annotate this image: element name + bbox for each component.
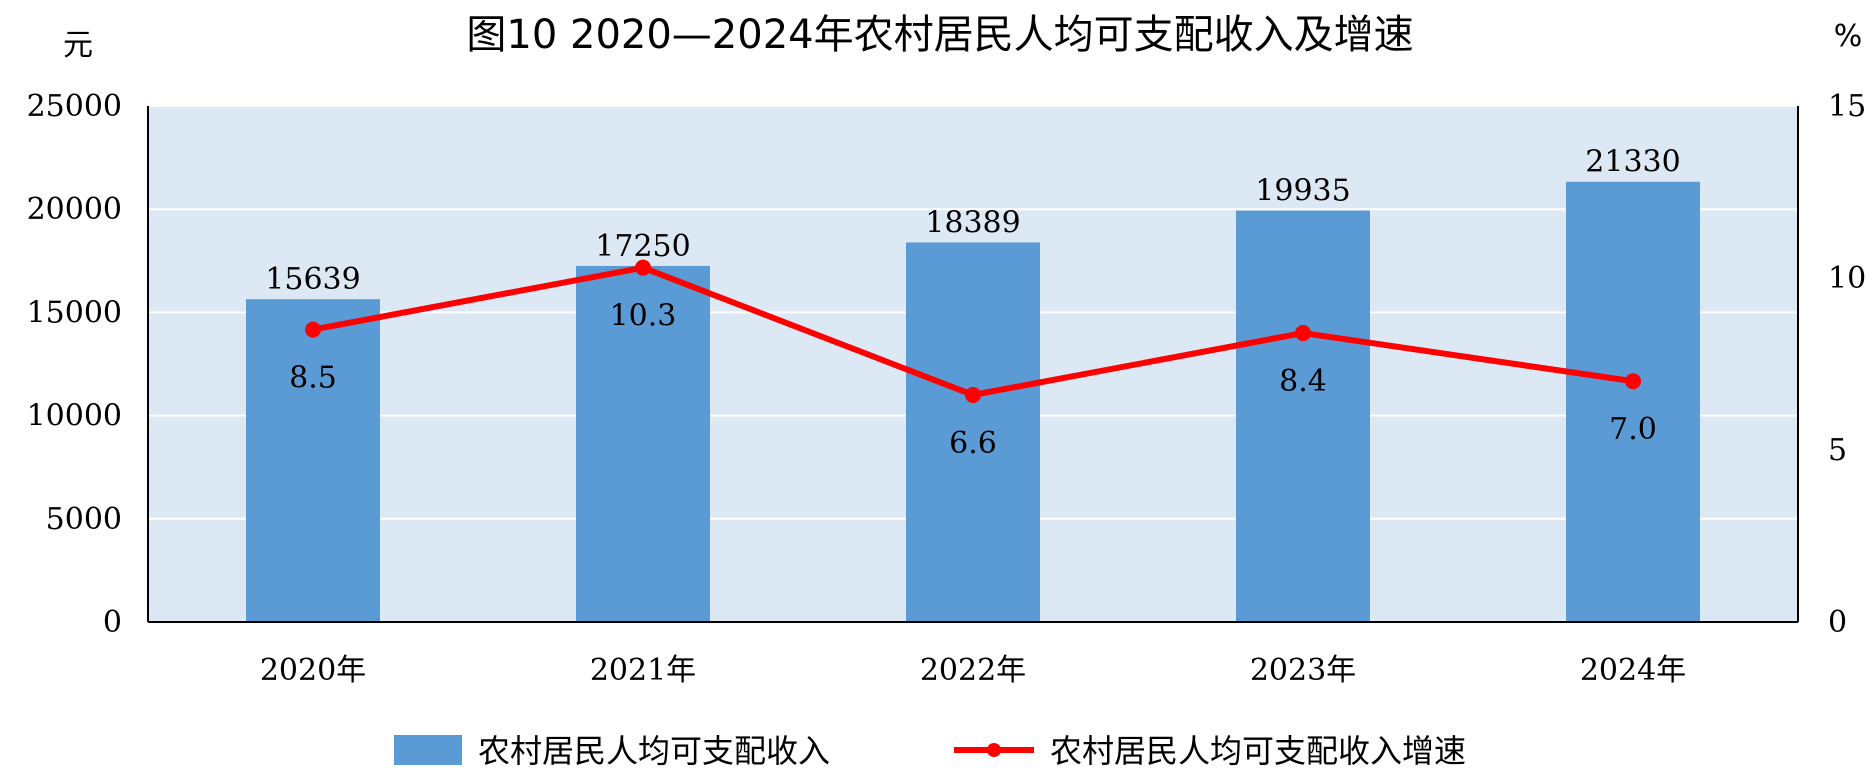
axes <box>147 106 1799 623</box>
left-tick-label: 15000 <box>27 295 122 330</box>
x-tick-label: 2020年 <box>260 653 366 688</box>
left-tick-label: 20000 <box>27 192 122 227</box>
line-point-0 <box>305 321 321 338</box>
left-tick-label: 5000 <box>46 502 122 537</box>
right-tick-label: 0 <box>1828 605 1847 640</box>
left-tick-label: 25000 <box>27 89 122 124</box>
line-value-label: 7.0 <box>1609 412 1657 447</box>
line-value-label: 6.6 <box>949 426 997 461</box>
bar-4 <box>1566 181 1700 623</box>
line-value-label: 8.5 <box>289 361 337 396</box>
legend: 农村居民人均可支配收入 农村居民人均可支配收入增速 <box>394 732 1466 770</box>
right-tick-label: 10 <box>1828 261 1866 296</box>
left-axis-unit: 元 <box>63 28 93 63</box>
x-tick-label: 2022年 <box>920 653 1026 688</box>
line-value-label: 8.4 <box>1279 364 1327 399</box>
left-tick-label: 0 <box>103 605 122 640</box>
line-point-4 <box>1625 373 1641 390</box>
legend-bar-label: 农村居民人均可支配收入 <box>478 732 830 770</box>
bar-value-label: 19935 <box>1255 174 1350 209</box>
x-tick-labels: 2020年 2021年 2022年 2023年 2024年 <box>260 653 1686 688</box>
bar-data-labels: 15639 17250 18389 19935 21330 <box>265 145 1680 297</box>
bar-value-label: 17250 <box>595 229 690 264</box>
bar-1 <box>576 265 710 622</box>
line-point-2 <box>965 386 981 403</box>
bar-0 <box>246 299 380 622</box>
legend-line-marker <box>987 743 1001 757</box>
right-tick-label: 15 <box>1828 89 1866 124</box>
legend-line-label: 农村居民人均可支配收入增速 <box>1050 732 1466 770</box>
right-axis-unit: % <box>1834 19 1863 54</box>
legend-bar-swatch <box>394 735 462 765</box>
line-value-label: 10.3 <box>610 299 677 334</box>
left-tick-labels: 0 5000 10000 15000 20000 25000 <box>27 89 122 640</box>
x-tick-label: 2024年 <box>1580 653 1686 688</box>
chart-title: 图10 2020—2024年农村居民人均可支配收入及增速 <box>466 12 1413 58</box>
right-tick-labels: 0 5 10 15 <box>1828 89 1866 640</box>
bar-value-label: 15639 <box>265 262 360 297</box>
bar-3 <box>1236 210 1370 622</box>
bar-series <box>246 181 1700 623</box>
x-tick-label: 2023年 <box>1250 653 1356 688</box>
bar-2 <box>906 242 1040 622</box>
line-data-labels: 8.5 10.3 6.6 8.4 7.0 <box>289 299 1657 461</box>
line-point-1 <box>635 259 651 276</box>
left-tick-label: 10000 <box>27 399 122 434</box>
line-point-3 <box>1295 325 1311 342</box>
x-tick-label: 2021年 <box>590 653 696 688</box>
right-tick-label: 5 <box>1828 433 1847 468</box>
bar-value-label: 21330 <box>1585 145 1680 180</box>
bar-value-label: 18389 <box>925 205 1020 240</box>
line-series <box>305 259 1641 403</box>
